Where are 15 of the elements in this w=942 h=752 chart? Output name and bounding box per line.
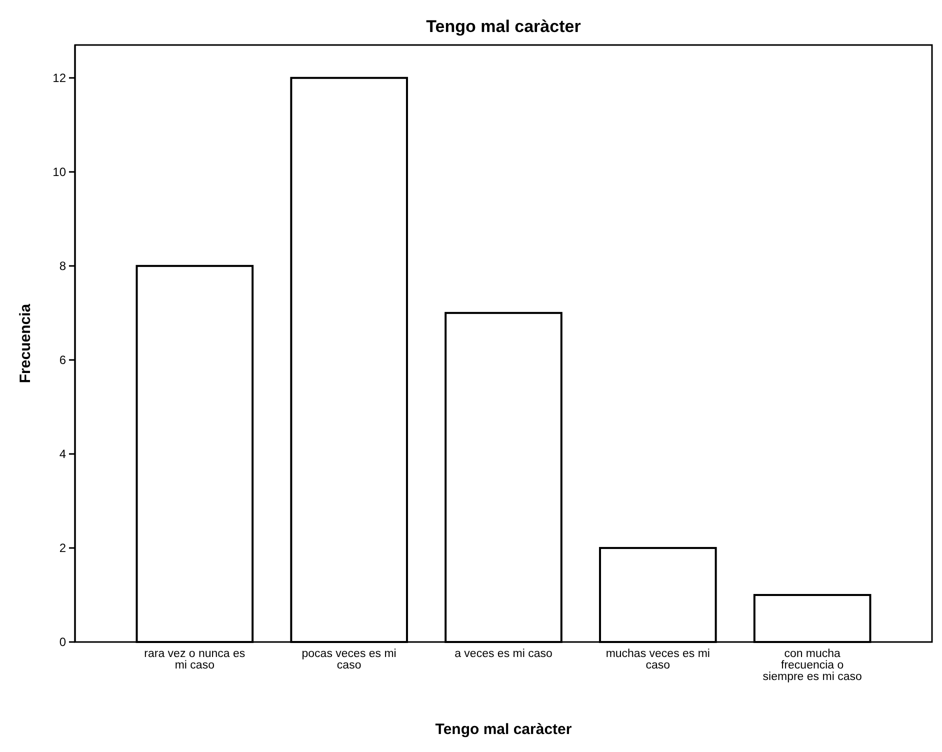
- chart-title: Tengo mal caràcter: [426, 17, 582, 36]
- y-tick-label: 2: [59, 541, 66, 556]
- y-tick-label: 10: [52, 165, 66, 180]
- y-axis-title: Frecuencia: [17, 303, 34, 384]
- y-tick-label: 8: [59, 259, 66, 274]
- x-tick-label: rara vez o nunca es mi caso: [144, 648, 246, 672]
- x-axis-title: Tengo mal caràcter: [435, 721, 572, 738]
- y-tick-label: 4: [59, 447, 66, 462]
- x-tick-label: a veces es mi caso: [454, 648, 552, 660]
- y-tick-label: 12: [52, 71, 66, 86]
- x-tick-label: muchas veces es mi caso: [606, 648, 710, 672]
- x-tick-label: pocas veces es mi caso: [302, 648, 396, 672]
- y-tick-label: 6: [59, 353, 66, 368]
- x-tick-label: con mucha frecuencia o siempre es mi caso: [762, 648, 862, 683]
- y-tick-label: 0: [59, 635, 66, 650]
